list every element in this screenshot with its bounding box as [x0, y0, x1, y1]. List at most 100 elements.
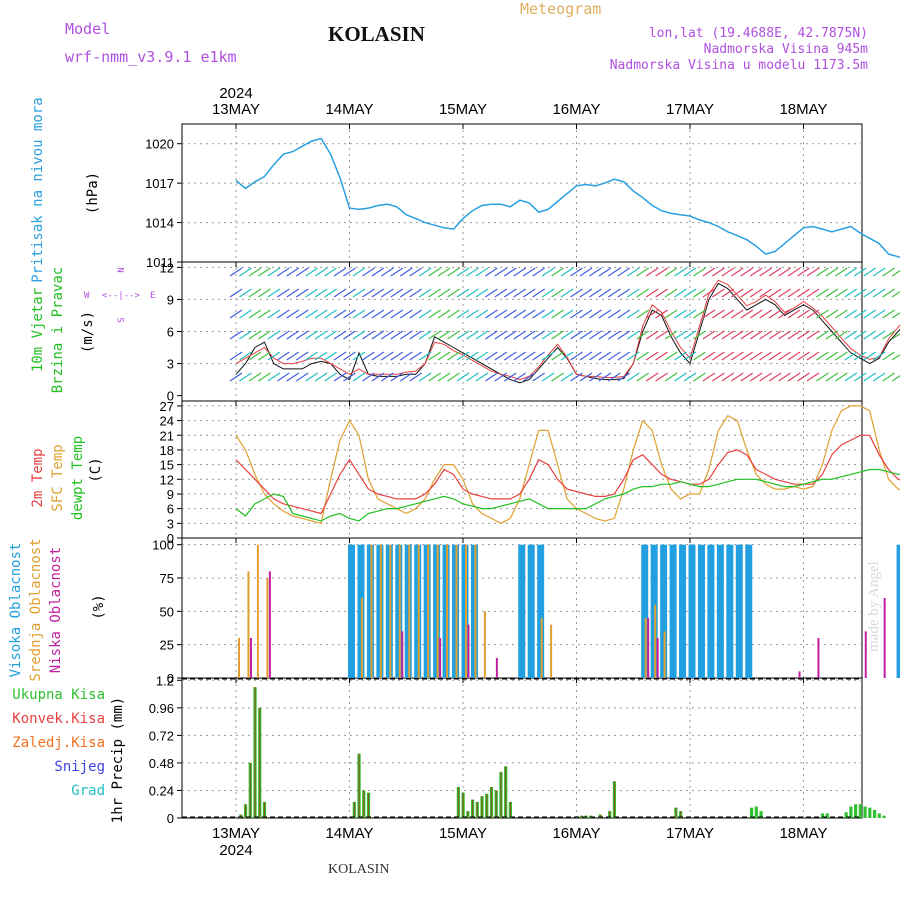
wind-barb — [371, 267, 385, 277]
xtick-label-bottom: 17MAY — [666, 825, 714, 842]
wind-barb — [485, 330, 498, 340]
precip-total-bar — [825, 813, 829, 818]
wind-barb — [295, 351, 309, 361]
wind-barb — [702, 309, 716, 319]
wind-barb — [787, 309, 801, 319]
precip-legend-item: Snijeg — [54, 759, 105, 775]
wind-barb — [428, 267, 441, 277]
precip-total-bar — [872, 809, 877, 818]
wind-barb — [362, 372, 375, 382]
wind-barb — [390, 351, 404, 361]
cloud-unit: (%) — [91, 594, 107, 619]
wind-barb — [844, 372, 858, 382]
wind-barb — [589, 351, 602, 361]
wind-barb — [248, 372, 262, 382]
wind-barb — [797, 288, 810, 298]
precip-conv-bar — [675, 807, 677, 818]
t2m-line — [235, 434, 900, 515]
wind-barb — [399, 288, 413, 298]
wind-barb — [286, 309, 300, 319]
wind-barb — [418, 330, 432, 340]
wind-barb — [485, 267, 498, 277]
wind-barb — [437, 288, 451, 298]
wind-barb — [276, 288, 290, 298]
ytick-label: 6 — [167, 502, 174, 517]
wind-barb — [437, 351, 451, 361]
pressure-ylabel: Pritisak na nivou mora — [30, 97, 46, 282]
cloud-bar — [518, 544, 526, 678]
wind-barb — [494, 330, 508, 340]
precip-conv-bar — [240, 814, 242, 818]
wind-barb — [494, 267, 508, 277]
wind-barb — [239, 372, 252, 382]
wind-barb — [258, 288, 271, 298]
ytick-label: 12 — [160, 260, 174, 275]
wind-barb — [608, 288, 621, 298]
cloud-bar — [446, 544, 449, 678]
wind-barb — [485, 372, 498, 382]
wind-barb — [730, 351, 744, 361]
cloud-bar — [417, 544, 420, 678]
wind-barb — [466, 267, 479, 277]
wind-barb — [797, 372, 810, 382]
wind-barb — [712, 330, 725, 340]
wind-barb — [570, 351, 583, 361]
wind-barb — [872, 372, 886, 382]
ytick-label: 25 — [160, 638, 174, 653]
wind-barb — [371, 372, 385, 382]
model-label: Model — [65, 20, 111, 38]
wind-barb — [475, 351, 489, 361]
wind-barb — [674, 309, 687, 319]
xtick-label-top: 13MAY — [212, 101, 260, 118]
wind-barb — [863, 267, 877, 277]
precip-conv-bar — [263, 801, 266, 818]
precip-conv-bar — [476, 801, 478, 818]
wind-barb — [485, 351, 498, 361]
precip-total-bar — [854, 804, 858, 818]
wind-barb — [532, 372, 545, 382]
wind-barb — [541, 330, 555, 340]
wind-barb — [768, 267, 782, 277]
wind-barb — [759, 288, 772, 298]
cloud-bar — [408, 544, 411, 678]
ytick-label: 50 — [160, 604, 174, 619]
wind-barb — [466, 309, 479, 319]
wind-barb — [532, 309, 545, 319]
wind-barb — [371, 288, 385, 298]
wind-barb — [305, 351, 318, 361]
wind-barb — [551, 288, 564, 298]
wind-barb — [343, 309, 356, 319]
cloud-bar — [360, 598, 363, 678]
wind-barb — [844, 309, 858, 319]
cloud-bar — [550, 624, 553, 678]
wind-barb — [522, 372, 536, 382]
ytick-label: 1017 — [145, 176, 174, 191]
wind-barb — [787, 330, 801, 340]
wind-barb — [314, 372, 328, 382]
precip-conv-bar — [457, 787, 459, 818]
wind-barb — [730, 288, 744, 298]
cloud-bar — [474, 544, 477, 678]
wind-barb — [390, 288, 404, 298]
cloud-bar — [660, 544, 668, 678]
wind-barb — [267, 288, 281, 298]
wind-barb — [759, 351, 772, 361]
wind-barb — [806, 309, 820, 319]
wind-barb — [267, 372, 281, 382]
wind-barb — [626, 372, 640, 382]
wind-barb — [645, 288, 659, 298]
wind-barb — [636, 351, 650, 361]
wind-barb — [740, 351, 754, 361]
wind-barb — [295, 330, 309, 340]
wind-barb — [778, 309, 791, 319]
ytick-label: 0.24 — [149, 783, 174, 798]
wind-barb — [286, 330, 300, 340]
wind-barb — [589, 267, 602, 277]
precip-total-bar — [863, 806, 867, 818]
wind-barb — [740, 309, 754, 319]
wind-barb — [239, 330, 252, 340]
wind-ylabel-1: 10m Vjetar — [30, 288, 46, 372]
wind-barb — [305, 288, 318, 298]
wind-barb — [825, 267, 839, 277]
